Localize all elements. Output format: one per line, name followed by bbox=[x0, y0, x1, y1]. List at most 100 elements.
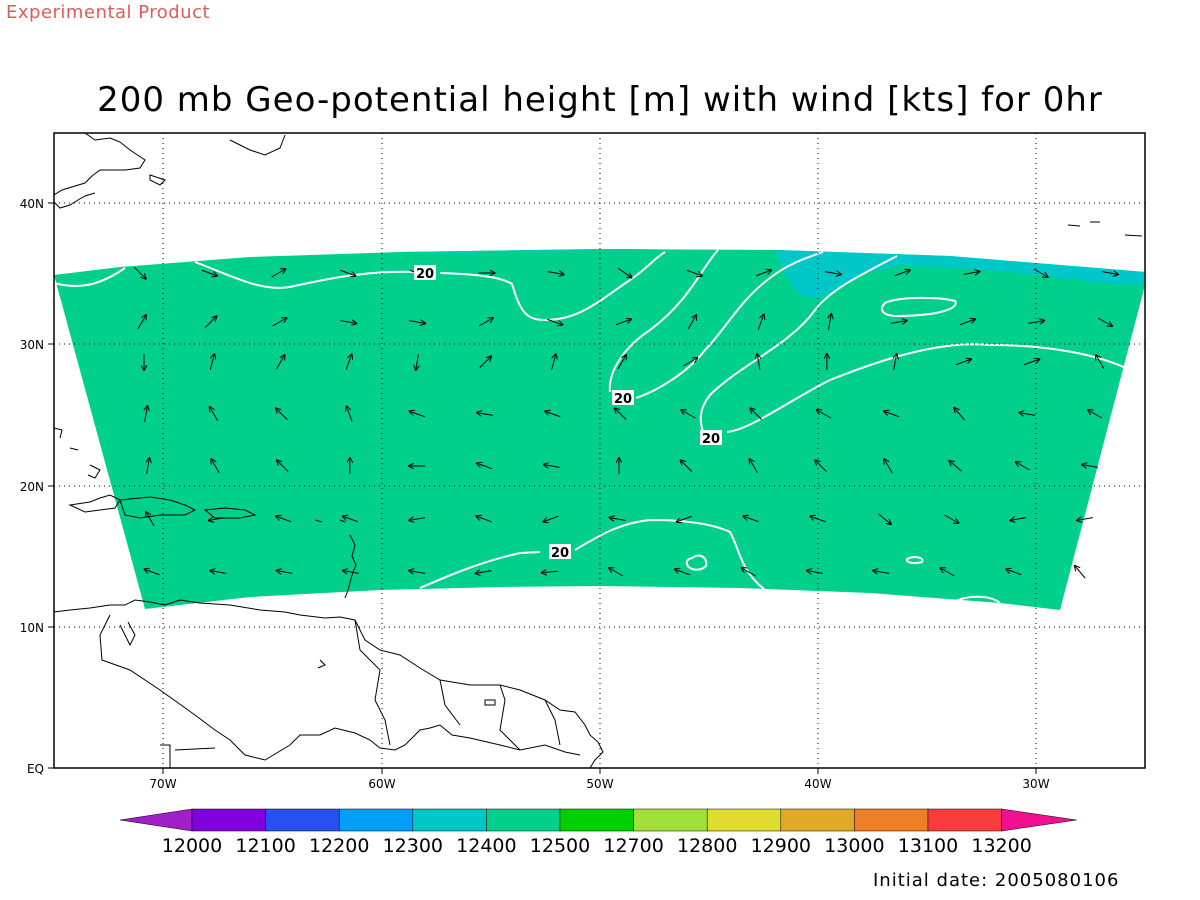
wind-arrow bbox=[547, 272, 564, 275]
wind-arrow bbox=[144, 569, 160, 576]
wind-arrow bbox=[884, 411, 900, 418]
wind-arrow bbox=[1077, 518, 1093, 521]
colorbar-label: 12300 bbox=[383, 835, 443, 857]
wind-arrow bbox=[347, 406, 353, 422]
wind-arrow bbox=[545, 411, 561, 418]
wind-arrow bbox=[815, 460, 827, 473]
colorbar-swatch bbox=[559, 808, 634, 832]
colorbar-label: 12800 bbox=[677, 835, 737, 857]
wind-arrow bbox=[204, 316, 216, 329]
wind-arrow bbox=[894, 270, 910, 277]
height-fill-12500 bbox=[54, 249, 1145, 610]
wind-arrow bbox=[750, 459, 759, 474]
map-title: 200 mb Geo-potential height [m] with win… bbox=[97, 80, 1103, 120]
initial-date: Initial date: 2005080106 bbox=[873, 870, 1120, 891]
colorbar-label: 12700 bbox=[603, 835, 663, 857]
wind-arrow bbox=[276, 355, 285, 370]
colorbar-swatch bbox=[191, 808, 266, 832]
colorbar-over-arrow bbox=[1001, 808, 1077, 832]
wind-arrow bbox=[617, 355, 626, 370]
lat-label: 10N bbox=[20, 621, 44, 635]
svg-text:20: 20 bbox=[702, 432, 720, 447]
wind-arrow bbox=[954, 408, 965, 421]
colorbar-swatch bbox=[927, 808, 1002, 832]
lon-label: 70W bbox=[149, 777, 176, 791]
lat-label: 40N bbox=[20, 197, 44, 211]
wind-arrow bbox=[955, 359, 971, 366]
wind-arrow bbox=[276, 516, 292, 523]
wind-arrow bbox=[890, 321, 907, 324]
wind-arrow bbox=[873, 571, 890, 574]
wind-arrow bbox=[944, 514, 959, 523]
coastlines bbox=[54, 133, 1143, 768]
contour-label: 20 bbox=[414, 265, 436, 282]
wind-arrow bbox=[744, 516, 759, 523]
wind-arrow bbox=[615, 408, 627, 421]
colorbar-label: 12900 bbox=[751, 835, 811, 857]
colorbar: 12000 12100 12200 12300 12400 12500 12700 12800… bbox=[119, 808, 1077, 857]
svg-text:20: 20 bbox=[551, 546, 569, 561]
wind-arrow bbox=[345, 354, 351, 370]
colorbar-swatch bbox=[265, 808, 340, 832]
wind-arrow bbox=[677, 515, 692, 521]
height-fill-12400 bbox=[775, 250, 1145, 298]
svg-text:20: 20 bbox=[416, 267, 434, 282]
wind-arrow bbox=[209, 518, 225, 521]
wind-vectors bbox=[133, 266, 1118, 579]
wind-arrow bbox=[941, 568, 955, 577]
wind-arrow bbox=[681, 460, 693, 473]
wind-arrow bbox=[1006, 569, 1022, 576]
graticule bbox=[54, 133, 1145, 768]
wind-arrow bbox=[1102, 272, 1118, 275]
wind-arrow bbox=[878, 513, 891, 524]
wind-arrow bbox=[1028, 321, 1044, 324]
wind-arrow bbox=[686, 269, 702, 275]
wind-arrow bbox=[478, 318, 493, 327]
wind-arrow bbox=[210, 407, 219, 422]
colorbar-label: 13000 bbox=[824, 835, 884, 857]
wind-arrow bbox=[547, 318, 562, 324]
lon-label: 30W bbox=[1022, 777, 1049, 791]
wind-arrow bbox=[416, 354, 419, 370]
wind-arrow bbox=[949, 461, 962, 472]
wind-arrow bbox=[817, 410, 832, 419]
wind-arrow bbox=[618, 268, 631, 277]
wind-arrow bbox=[894, 354, 897, 370]
wind-arrow bbox=[147, 458, 150, 474]
wind-arrow bbox=[683, 358, 697, 367]
wind-arrow bbox=[884, 459, 893, 474]
wind-arrow bbox=[410, 411, 425, 418]
colorbar-label: 12100 bbox=[235, 835, 295, 857]
wind-arrow bbox=[551, 354, 556, 370]
wind-arrow bbox=[1088, 410, 1103, 419]
contour-label: 20 bbox=[612, 390, 634, 407]
wind-arrow bbox=[828, 314, 831, 330]
lat-label: 30N bbox=[20, 338, 44, 352]
wind-arrow bbox=[1082, 465, 1098, 468]
wind-arrow bbox=[277, 571, 293, 574]
wind-arrow bbox=[133, 266, 145, 278]
wind-arrow bbox=[209, 354, 214, 370]
wind-arrow bbox=[146, 512, 155, 527]
colorbar-label: 12500 bbox=[530, 835, 590, 857]
colorbar-label: 12400 bbox=[456, 835, 516, 857]
wind-arrow bbox=[409, 571, 426, 574]
colorbar-swatch bbox=[706, 808, 782, 832]
wind-arrow bbox=[543, 515, 559, 521]
wind-arrow bbox=[757, 354, 760, 370]
colorbar-label: 13200 bbox=[971, 835, 1031, 857]
wind-arrow bbox=[277, 460, 289, 473]
wind-arrow bbox=[742, 568, 756, 577]
wind-arrow bbox=[1033, 268, 1048, 277]
wind-arrow bbox=[145, 406, 148, 422]
wind-arrow bbox=[1075, 566, 1086, 579]
wind-arrow bbox=[201, 269, 217, 275]
wind-arrow bbox=[137, 315, 146, 330]
wind-arrow bbox=[211, 459, 220, 474]
wind-arrow bbox=[681, 410, 696, 419]
colorbar-label: 12200 bbox=[309, 835, 369, 857]
wind-arrow bbox=[340, 321, 356, 324]
lat-label: EQ bbox=[27, 762, 44, 776]
colorbar-swatch bbox=[633, 808, 708, 832]
